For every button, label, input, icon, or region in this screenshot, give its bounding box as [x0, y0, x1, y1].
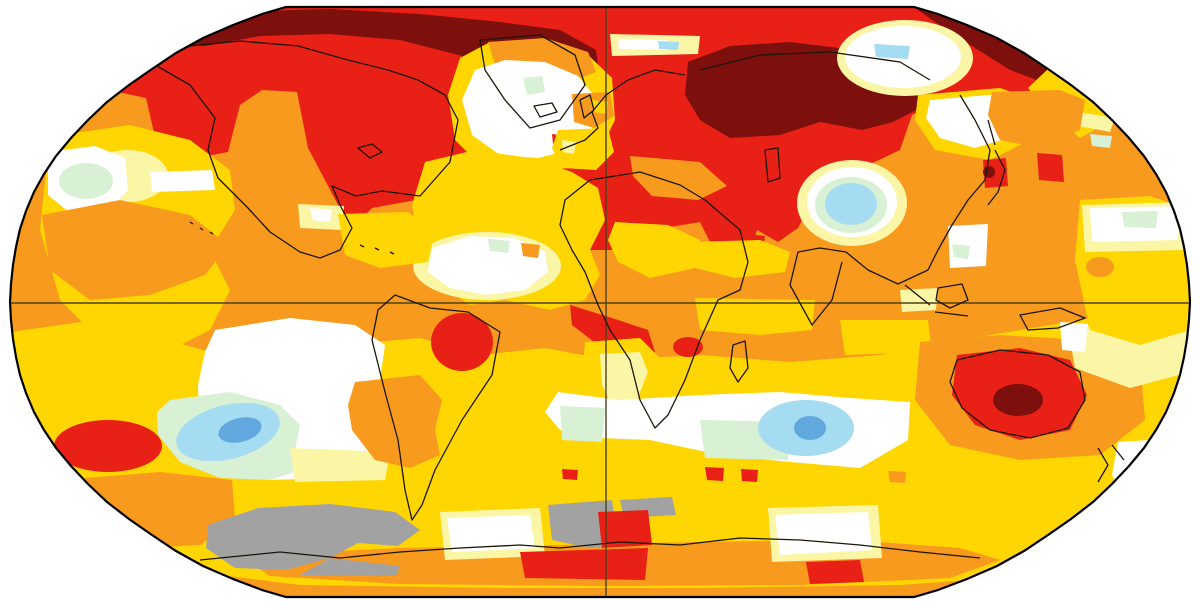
- antarctic-red-band: [520, 548, 648, 580]
- east-siberia-orange-wedge: [988, 90, 1085, 148]
- coast-europe-scandinavia: [559, 69, 686, 151]
- anomaly-northeast-corner-extreme: [914, 7, 1050, 85]
- no-data-gray-west-tail: [300, 558, 400, 576]
- antarctic-red-patch-2: [806, 560, 864, 584]
- east-brazil-red-blob: [431, 313, 493, 371]
- coast-madagascar: [729, 340, 749, 383]
- coast-iceland: [533, 102, 558, 118]
- japan-sea-maroon-dot: [983, 166, 995, 178]
- south-africa-pale-wedge: [600, 352, 648, 412]
- northeast-mint-speck-2: [1090, 134, 1112, 148]
- subantarctic-red-dab-3: [741, 469, 758, 482]
- greenland-orange-patch: [488, 38, 596, 82]
- tibet-lightblue-core: [825, 183, 877, 225]
- argentina-orange-blob: [348, 375, 442, 468]
- sahara-gold-patch: [608, 222, 700, 278]
- subantarctic-orange-dot: [888, 471, 906, 483]
- svalbard-white-sliver: [618, 39, 668, 50]
- new-guinea-east-white-wedge: [1060, 322, 1088, 352]
- east-pacific-mint-core: [1122, 211, 1158, 228]
- australia-maroon-core: [993, 384, 1043, 416]
- uk-gold-speck: [592, 100, 608, 114]
- equatorial-atlantic-white-core: [428, 236, 548, 295]
- antarctic-white-patch-east: [775, 512, 872, 555]
- antarctic-red-patch-1: [598, 510, 652, 548]
- coast-greenland: [479, 34, 586, 129]
- south-indian-blue-core: [794, 416, 826, 440]
- iberia-gold-patch: [552, 128, 614, 170]
- greenland-mint-speck: [523, 76, 545, 95]
- west-indian-ocean-gold: [695, 298, 815, 335]
- yucatan-white-speck: [310, 208, 332, 222]
- east-pacific-orange-dot: [1086, 257, 1114, 277]
- coast-borneo: [935, 283, 969, 309]
- coast-africa: [559, 171, 749, 429]
- coast-antarctica: [199, 537, 981, 561]
- southwest-us-white-streak: [150, 170, 215, 192]
- southeast-pacific-pale-streak: [290, 448, 390, 482]
- coast-new-zealand: [1097, 444, 1125, 483]
- caribbean-gold-patch: [338, 212, 435, 268]
- coast-great-lakes: [357, 143, 383, 159]
- north-pacific-red-spot: [1037, 153, 1064, 182]
- coast-new-guinea: [1019, 307, 1086, 331]
- east-africa-red-spot: [673, 337, 703, 357]
- svalbard-cyan-speck: [658, 41, 679, 50]
- midpacific-orange-blob: [42, 200, 228, 300]
- coast-japan: [987, 119, 1006, 206]
- coast-east-asia: [927, 94, 991, 271]
- antarctic-white-patch-west: [447, 515, 535, 552]
- subantarctic-red-dab-1: [562, 469, 578, 480]
- coastlines: [149, 34, 1125, 561]
- left-edge-pacific-red-blob: [54, 420, 162, 472]
- equatorial-atlantic-orange-dot: [521, 243, 540, 258]
- coast-north-america: [149, 40, 459, 259]
- coast-south-asia: [789, 247, 929, 326]
- coast-caspian: [764, 147, 781, 183]
- coast-siberia-arctic: [699, 51, 931, 81]
- robinson-outline: [8, 5, 1192, 599]
- anomaly-canadian-arctic-extreme: [152, 9, 600, 92]
- california-mint-core: [59, 163, 113, 199]
- south-atlantic-mint-1: [560, 406, 605, 442]
- subantarctic-red-dab-2: [705, 467, 724, 481]
- coast-hawaii-dots: [189, 221, 214, 235]
- coast-caribbean-dots: [359, 244, 395, 255]
- coral-sea-pale-band: [1068, 322, 1190, 388]
- central-indian-ocean-gold: [840, 320, 932, 355]
- east-china-mint-speck: [952, 244, 970, 259]
- coast-australia: [949, 349, 1086, 439]
- coast-sumatra-java: [904, 284, 969, 317]
- mediterranean-orange-wedge: [630, 156, 727, 200]
- equatorial-atlantic-mint-speck: [488, 239, 510, 253]
- southeast-pacific-blue-core: [218, 417, 262, 443]
- bering-blue-speck: [874, 44, 910, 59]
- coast-south-america: [371, 294, 501, 521]
- arabia-gold-patch: [688, 240, 790, 278]
- indonesia-pale-speck: [900, 288, 938, 312]
